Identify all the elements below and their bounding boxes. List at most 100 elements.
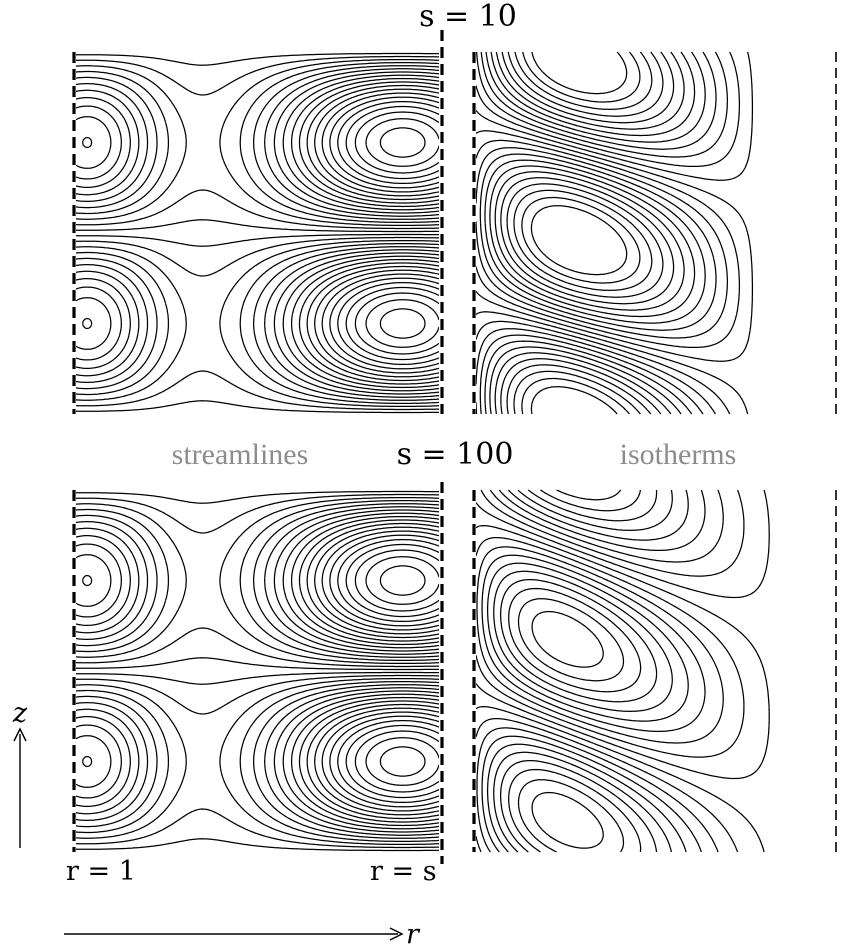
streamline-s100-contour-30	[82, 522, 439, 639]
streamline-s10-contour-23	[76, 61, 439, 224]
isotherm-s100-contour-15	[476, 489, 724, 853]
isotherm-s10-contour-4	[506, 183, 664, 298]
isotherm-s10-contour-14	[476, 51, 741, 415]
z-axis-arrowhead-icon	[13, 727, 27, 742]
isotherm-s100-contour-7	[493, 570, 673, 713]
streamline-s100-contour-5	[337, 719, 439, 804]
isotherm-s10-contour-24	[530, 51, 628, 415]
r-axis-label: r	[406, 919, 421, 950]
streamline-s100-contour-23	[76, 499, 439, 662]
isotherm-s10-contour-22	[513, 51, 653, 415]
streamline-s10-contour-33	[329, 96, 439, 189]
streamline-s10-contour-11	[76, 258, 439, 389]
streamline-s10-contour-5	[337, 281, 439, 366]
streamline-s100-contour-18	[76, 674, 439, 849]
streamline-s100-contour-27	[76, 512, 439, 649]
isotherm-s10-contour-6	[494, 171, 685, 311]
streamline-s100-contour-33	[329, 534, 439, 627]
isotherm-s10-contour-11	[476, 139, 741, 349]
streamline-s10-contour-17	[76, 239, 439, 408]
streamline-s10-contour-12	[76, 255, 439, 392]
streamline-s100-contour-37	[365, 556, 439, 605]
isotherm-s100-contour-20	[508, 489, 642, 853]
streamline-s10-contour-38	[379, 127, 426, 158]
r-axis-arrowhead-icon	[389, 927, 404, 941]
streamline-s10-contour-28	[76, 77, 439, 208]
streamline-s100-contour-17	[76, 677, 439, 846]
isotherm-s10-contour-8	[484, 159, 706, 324]
isotherm-s10-contour-3	[513, 189, 653, 292]
streamline-s100-contour-21	[76, 493, 439, 668]
inner-boundary-label: r = 1	[66, 856, 136, 887]
streamline-s100-contour-20	[76, 490, 439, 671]
streamline-s10-contour-4	[345, 286, 439, 361]
top-title: s = 10	[419, 0, 517, 34]
streamline-s100-contour-10	[76, 700, 439, 823]
isotherm-s100-contour-14	[476, 489, 745, 853]
isotherm-s10-contour-13	[476, 51, 754, 415]
isotherms-caption: isotherms	[620, 438, 737, 471]
streamline-s10-contour-32	[321, 92, 439, 193]
r-axis: r	[64, 919, 421, 950]
streamline-s100-contour-12	[76, 693, 439, 830]
streamline-s10-contour-24	[76, 65, 439, 220]
isotherm-s100-contour-5	[508, 587, 642, 693]
isotherm-s10-contour-7	[489, 165, 696, 318]
isotherm-s10-contour-2	[521, 196, 641, 284]
isotherm-s100-contour-10	[476, 546, 724, 744]
streamline-s100-contour-6	[329, 715, 439, 808]
isotherm-s10-contour-16	[479, 51, 717, 415]
streamline-s10-contour-6	[329, 277, 439, 370]
streamline-s100-contour-11	[76, 696, 439, 827]
streamline-s10-contour-20	[76, 52, 439, 233]
streamline-s100-contour-13	[76, 690, 439, 833]
streamline-s10-contour-29	[76, 81, 439, 204]
streamline-s100-contour-9	[82, 703, 439, 820]
isotherm-s10-contour-20	[500, 51, 675, 415]
streamline-s10-contour-21	[76, 55, 439, 230]
streamline-s100-contour-32	[321, 530, 439, 631]
streamline-s100-contour-2	[365, 737, 439, 786]
streamline-s100-contour-26	[76, 509, 439, 652]
isotherm-s10-contour-5	[500, 177, 675, 305]
streamline-s100-contour-28	[76, 515, 439, 646]
streamlines-panel-s10	[76, 52, 439, 414]
isotherms-panel-s10	[476, 51, 754, 415]
streamline-s100-contour-25	[76, 506, 439, 655]
streamline-s10-contour-7	[321, 273, 439, 374]
isotherm-s100-contour-12	[476, 524, 770, 780]
streamline-s10-contour-9	[82, 265, 439, 382]
isotherm-s10-contour-23	[521, 51, 641, 415]
isotherm-s100-contour-22	[531, 791, 604, 849]
streamline-s10-contour-16	[76, 242, 439, 405]
streamline-s10-contour-2	[365, 299, 439, 348]
streamline-s100-contour-38	[379, 565, 426, 596]
streamline-s10-contour-1	[379, 308, 426, 339]
streamline-s10-contour-19	[76, 233, 439, 414]
isotherm-s10-contour-10	[476, 147, 729, 339]
streamline-s10-contour-22	[76, 58, 439, 227]
streamline-s100-contour-31	[314, 526, 439, 635]
streamline-s100-contour-15	[76, 684, 439, 839]
z-axis-label: z	[12, 698, 28, 729]
middle-title: s = 100	[397, 437, 514, 472]
isotherm-s100-contour-13	[476, 489, 770, 853]
streamline-s10-contour-31	[314, 88, 439, 197]
streamline-s100-contour-8	[314, 707, 439, 816]
streamline-s100-contour-14	[76, 687, 439, 836]
isotherm-s10-contour-1	[530, 205, 628, 276]
streamline-s10-contour-25	[76, 68, 439, 217]
isotherm-s100-contour-19	[499, 489, 658, 853]
isotherm-s100-contour-21	[517, 489, 625, 853]
streamline-s100-contour-19	[76, 671, 439, 852]
streamline-s100-contour-36	[354, 549, 439, 612]
streamline-s100-contour-16	[76, 680, 439, 843]
isotherm-s100-contour-3	[531, 610, 604, 668]
isotherm-s10-contour-17	[484, 51, 706, 415]
streamline-s10-contour-27	[76, 74, 439, 211]
boundary-walls	[72, 30, 837, 864]
isotherm-s10-contour-9	[479, 153, 717, 331]
outer-boundary-label: r = s	[370, 856, 437, 887]
isotherm-s10-contour-12	[476, 130, 754, 362]
isotherm-s100-contour-18	[493, 489, 673, 853]
